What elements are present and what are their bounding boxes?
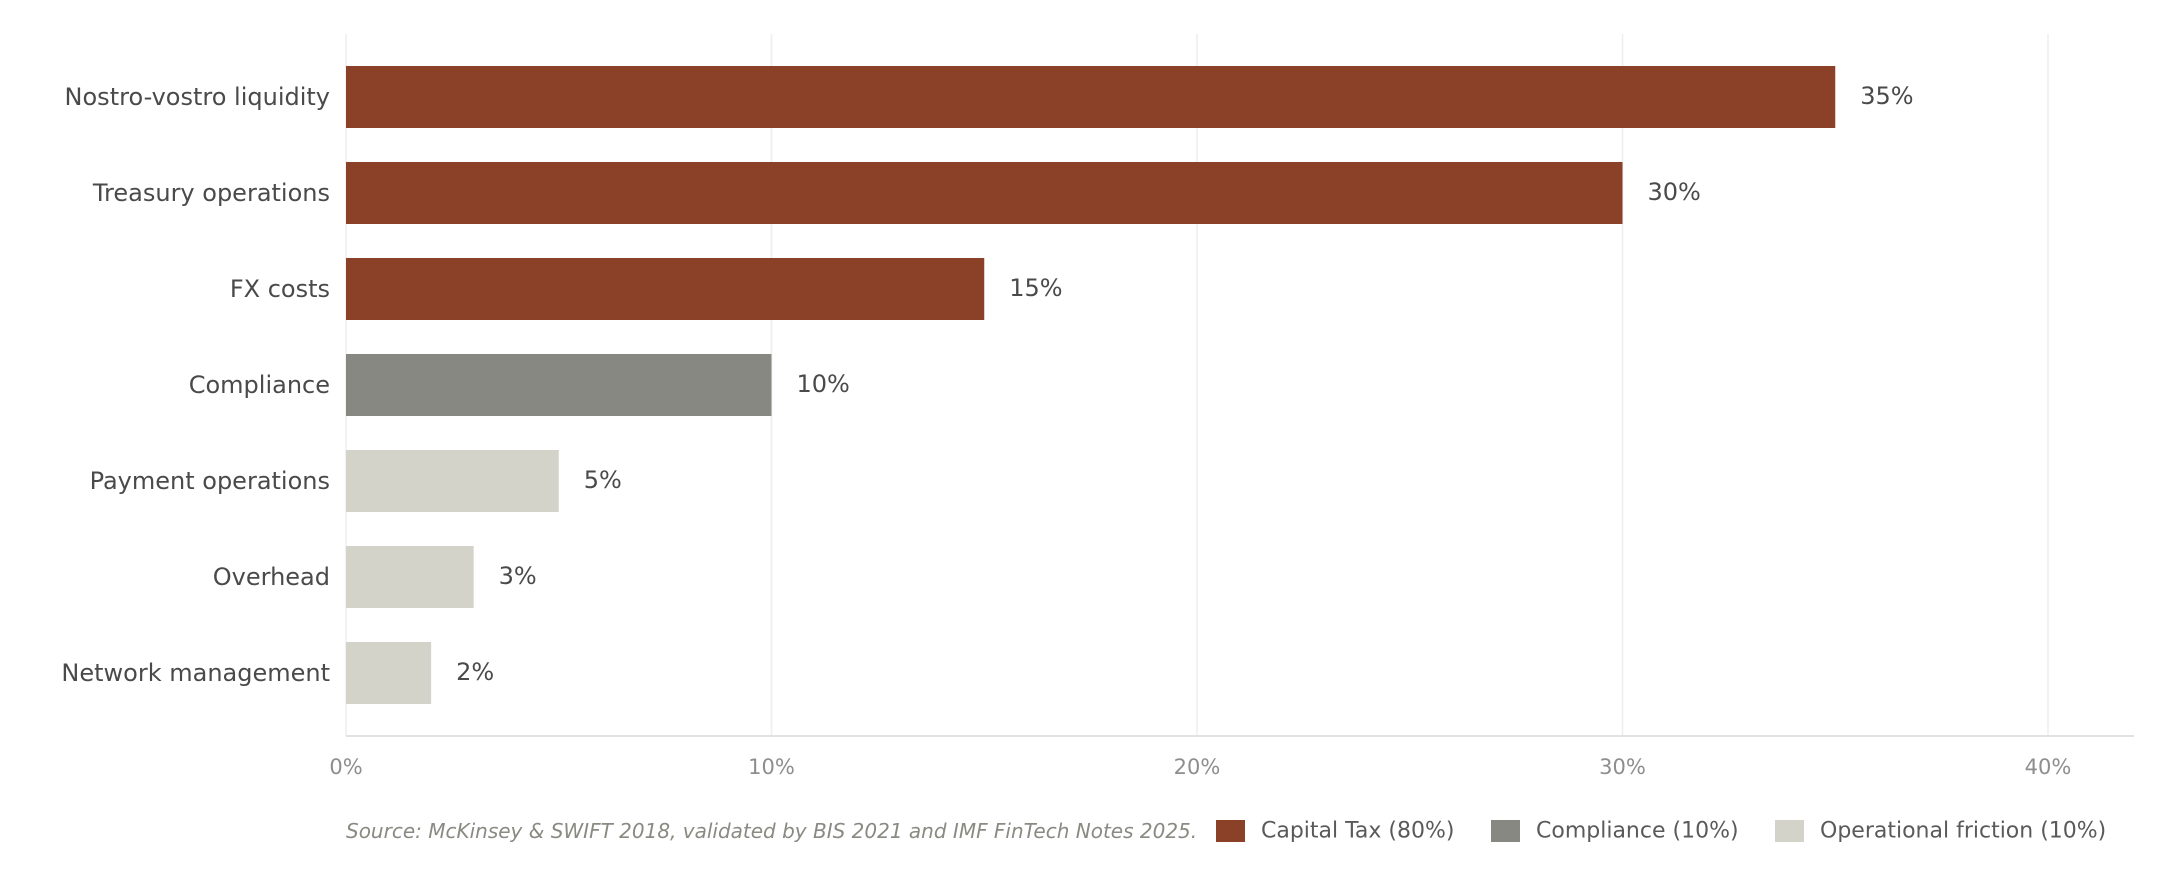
category-label-3: Compliance	[189, 371, 330, 399]
bar-6	[346, 642, 432, 704]
category-label-1: Treasury operations	[92, 179, 330, 207]
category-label-2: FX costs	[230, 275, 330, 303]
x-tick-label-2: 20%	[1174, 755, 1221, 779]
bar-3	[346, 354, 772, 416]
bar-2	[346, 258, 985, 320]
category-label-5: Overhead	[213, 563, 330, 591]
bar-1	[346, 162, 1623, 224]
value-label-1: 30%	[1648, 178, 1701, 206]
bar-5	[346, 546, 474, 608]
bar-0	[346, 66, 1836, 128]
value-label-3: 10%	[797, 370, 850, 398]
value-label-0: 35%	[1860, 82, 1913, 110]
x-tick-label-4: 40%	[2025, 755, 2072, 779]
legend-swatch-capital	[1216, 820, 1245, 842]
category-label-4: Payment operations	[90, 467, 330, 495]
category-label-6: Network management	[61, 659, 330, 687]
value-label-5: 3%	[499, 562, 537, 590]
bar-4	[346, 450, 559, 512]
grid-layer	[345, 34, 2049, 736]
x-tick-label-3: 30%	[1599, 755, 1646, 779]
legend-swatch-operational	[1775, 820, 1804, 842]
legend-item-operational: Operational friction (10%)	[1775, 819, 2106, 844]
legend-item-capital: Capital Tax (80%)	[1216, 819, 1455, 844]
legend-label-compliance: Compliance (10%)	[1536, 819, 1739, 844]
source-note: Source: McKinsey & SWIFT 2018, validated…	[346, 819, 1197, 843]
legend: Capital Tax (80%) Compliance (10%) Operati…	[1216, 819, 2106, 844]
legend-item-compliance: Compliance (10%)	[1491, 819, 1739, 844]
value-label-4: 5%	[584, 466, 622, 494]
value-label-2: 15%	[1009, 274, 1062, 302]
bar-layer	[346, 66, 1836, 704]
legend-label-operational: Operational friction (10%)	[1820, 819, 2106, 844]
category-label-0: Nostro-vostro liquidity	[65, 83, 330, 111]
legend-label-capital: Capital Tax (80%)	[1261, 819, 1455, 844]
label-layer: Nostro-vostro liquidity 35% Treasury opera…	[61, 82, 1913, 687]
value-label-6: 2%	[456, 658, 494, 686]
x-axis-ticks: 0% 10% 20% 30% 40%	[329, 755, 2071, 779]
x-tick-label-1: 10%	[748, 755, 795, 779]
x-tick-label-0: 0%	[329, 755, 362, 779]
legend-swatch-compliance	[1491, 820, 1520, 842]
